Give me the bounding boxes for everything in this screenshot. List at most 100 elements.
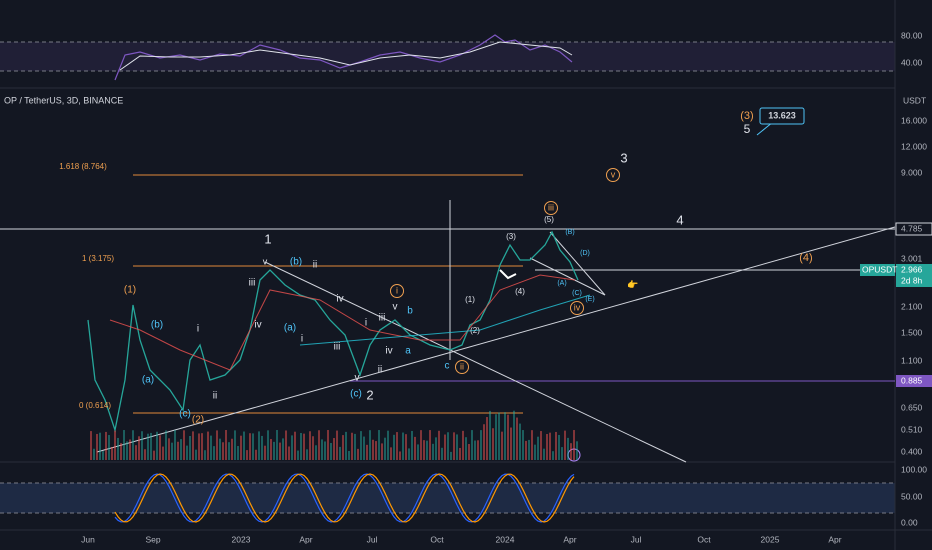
volume-bar <box>261 435 263 460</box>
volume-bar <box>132 430 134 460</box>
volume-bar <box>186 445 188 460</box>
volume-bar <box>291 435 293 460</box>
wave-label: (b) <box>151 320 163 331</box>
wave-label: (5) <box>544 215 554 224</box>
wave-label: (B) <box>565 229 574 236</box>
wave-label: iii <box>379 313 386 324</box>
wave-label: iv <box>574 302 581 312</box>
volume-bar <box>273 441 275 460</box>
volume-bar <box>438 430 440 460</box>
wave-label: c <box>445 361 450 372</box>
volume-bar <box>306 449 308 460</box>
volume-bar <box>156 431 158 460</box>
volume-bar <box>96 433 98 460</box>
volume-bar <box>330 442 332 460</box>
volume-bar <box>327 430 329 460</box>
volume-bar <box>519 423 521 460</box>
volume-bar <box>345 431 347 460</box>
volume-bar <box>363 436 365 460</box>
volume-bar <box>477 440 479 460</box>
wave-label: i <box>197 324 199 335</box>
price-axis-label: 0.400 <box>901 446 923 456</box>
volume-bar <box>381 443 383 460</box>
wave-label: 0 (0.614) <box>79 401 111 410</box>
wave-label: v <box>611 169 616 179</box>
price-axis-label: 2.966 <box>901 264 923 274</box>
price-tag <box>895 222 932 236</box>
volume-bar <box>507 414 509 460</box>
volume-bar <box>531 430 533 460</box>
volume-bar <box>561 447 563 460</box>
volume-bar <box>147 433 149 460</box>
volume-bar <box>348 451 350 460</box>
time-axis-label: Jul <box>367 534 378 544</box>
wave-label: ii <box>460 361 464 371</box>
price-axis-label: 9.000 <box>901 167 923 177</box>
volume-bar <box>522 430 524 460</box>
volume-bar <box>321 439 323 460</box>
volume-bar <box>510 427 512 460</box>
volume-bar <box>465 437 467 460</box>
volume-bar <box>252 433 254 460</box>
volume-bar <box>459 447 461 460</box>
volume-bar <box>171 442 173 460</box>
volume-bar <box>474 440 476 460</box>
volume-bar <box>498 412 500 460</box>
time-axis-label: 2024 <box>496 534 515 544</box>
moving-average <box>299 294 591 346</box>
volume-bar <box>294 431 296 460</box>
volume-bar <box>399 451 401 460</box>
wave-label: v <box>393 302 398 313</box>
volume-bar <box>489 410 491 460</box>
volume-bar <box>528 439 530 460</box>
volume-bar <box>117 437 119 460</box>
volume-bar <box>453 432 455 460</box>
time-axis-label: Apr <box>828 534 841 544</box>
volume-bar <box>516 417 518 460</box>
price-axis-label: 0.650 <box>901 402 923 412</box>
volume-bar <box>303 433 305 460</box>
volume-bar <box>180 439 182 460</box>
volume-bar <box>168 438 170 460</box>
volume-bar <box>450 451 452 460</box>
volume-bar <box>324 441 326 460</box>
time-axis-label: Oct <box>697 534 711 544</box>
volume-bar <box>138 436 140 460</box>
volume-bar <box>501 431 503 460</box>
wave-label: (c) <box>350 389 362 400</box>
wave-label: i <box>365 318 367 329</box>
volume-bar <box>216 430 218 460</box>
volume-bar <box>159 435 161 460</box>
price-axis-label: 3.001 <box>901 253 923 263</box>
wave-label: iv <box>254 320 261 331</box>
volume-bar <box>123 430 125 460</box>
wave-circle <box>570 301 584 315</box>
wave-label: iv <box>336 294 343 305</box>
wave-label: (1) <box>124 285 136 296</box>
time-axis-label: 2023 <box>232 534 251 544</box>
wave-label: (1) <box>465 295 475 304</box>
volume <box>90 410 578 460</box>
volume-bar <box>276 430 278 460</box>
volume-bar <box>258 431 260 460</box>
volume-bar <box>543 448 545 460</box>
volume-bar <box>540 431 542 460</box>
volume-bar <box>195 449 197 460</box>
trendline <box>549 231 606 296</box>
wave-label: iv <box>385 346 392 357</box>
volume-bar <box>90 431 92 460</box>
wave-label: (a) <box>284 323 296 334</box>
volume-bar <box>471 430 473 460</box>
trendline <box>529 257 606 296</box>
volume-bar <box>357 448 359 460</box>
volume-bar <box>456 434 458 460</box>
time-axis-label: Apr <box>563 534 576 544</box>
volume-bar <box>429 430 431 460</box>
wave-label: (2) <box>192 415 204 426</box>
rsi-ma <box>119 41 573 71</box>
wave-label: (4) <box>799 252 812 264</box>
volume-bar <box>189 435 191 460</box>
